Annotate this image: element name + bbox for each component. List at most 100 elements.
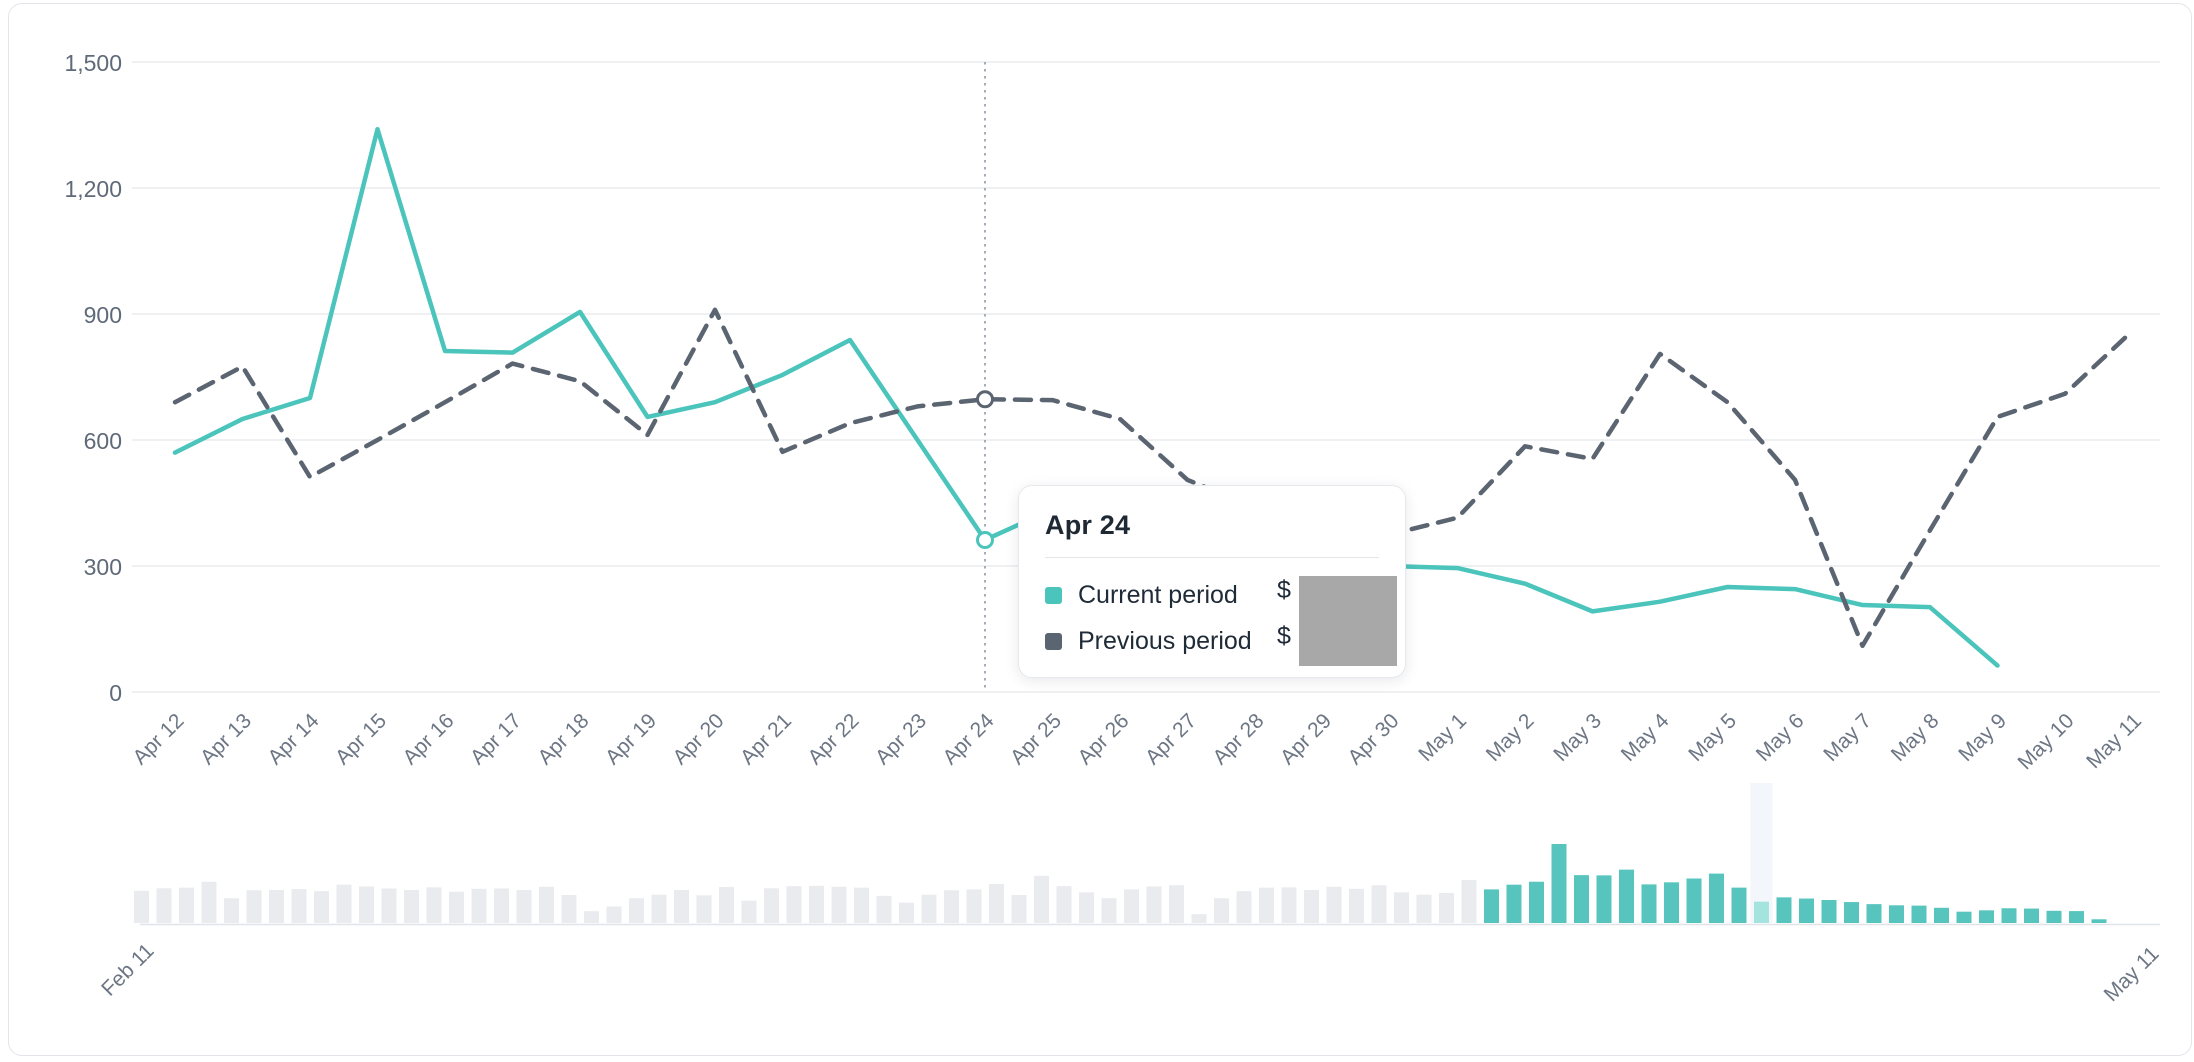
navigator-bar-outside-range[interactable]: [1079, 892, 1094, 923]
navigator-bar-outside-range[interactable]: [134, 890, 149, 923]
navigator-bar-outside-range[interactable]: [1461, 879, 1477, 923]
navigator-bar-outside-range[interactable]: [1281, 887, 1297, 923]
navigator-bar-outside-range[interactable]: [404, 889, 419, 923]
y-axis-label: 1,500: [64, 50, 122, 76]
navigator-bar-outside-range[interactable]: [156, 888, 172, 923]
navigator-bar-outside-range[interactable]: [876, 895, 892, 923]
navigator-bar-outside-range[interactable]: [1371, 885, 1387, 923]
x-axis-label: May 11: [2082, 709, 2146, 773]
navigator-bar-outside-range[interactable]: [1326, 886, 1342, 923]
navigator-bar-outside-range[interactable]: [1101, 898, 1117, 923]
navigator-bar-outside-range[interactable]: [1304, 889, 1319, 923]
navigator-bar-highlighted[interactable]: [1754, 901, 1769, 923]
navigator-bar-outside-range[interactable]: [179, 887, 194, 923]
navigator-bar-in-range[interactable]: [1731, 887, 1747, 923]
navigator-bar-outside-range[interactable]: [1349, 888, 1364, 923]
x-axis-label: Apr 26: [1074, 709, 1134, 769]
navigator-bar-outside-range[interactable]: [1236, 891, 1252, 923]
navigator-bar-in-range[interactable]: [1911, 905, 1927, 923]
navigator-bar-in-range[interactable]: [1641, 884, 1657, 923]
navigator-bar-outside-range[interactable]: [921, 894, 937, 923]
navigator-bar-outside-range[interactable]: [966, 889, 982, 923]
navigator-bar-outside-range[interactable]: [764, 888, 779, 923]
navigator-bar-in-range[interactable]: [1506, 884, 1522, 923]
navigator-bar-outside-range[interactable]: [381, 888, 397, 923]
navigator-bar-outside-range[interactable]: [336, 884, 352, 923]
navigator-bar-outside-range[interactable]: [201, 881, 217, 923]
navigator-bar-outside-range[interactable]: [1214, 898, 1229, 923]
x-axis-label: Apr 21: [736, 709, 796, 769]
navigator-bar-in-range[interactable]: [2001, 908, 2017, 923]
navigator-bar-in-range[interactable]: [1866, 904, 1882, 923]
navigator-bar-outside-range[interactable]: [1439, 892, 1454, 923]
navigator-bar-in-range[interactable]: [1821, 900, 1837, 923]
navigator-bar-outside-range[interactable]: [224, 898, 239, 923]
x-axis-label: Apr 22: [804, 709, 864, 769]
navigator-bar-outside-range[interactable]: [1034, 875, 1049, 923]
navigator-bar-outside-range[interactable]: [539, 886, 554, 923]
navigator-bar-outside-range[interactable]: [471, 888, 487, 923]
navigator-bar-in-range[interactable]: [1686, 878, 1702, 923]
navigator-bar-outside-range[interactable]: [1124, 889, 1139, 923]
navigator-bar-in-range[interactable]: [2024, 908, 2039, 923]
navigator-bar-outside-range[interactable]: [1169, 885, 1184, 923]
navigator-bar-outside-range[interactable]: [854, 887, 869, 923]
navigator-bar-outside-range[interactable]: [1056, 886, 1072, 923]
navigator-bar-in-range[interactable]: [1529, 881, 1544, 923]
navigator-bar-in-range[interactable]: [1889, 905, 1904, 923]
navigator-bar-outside-range[interactable]: [1416, 894, 1432, 923]
navigator-bar-outside-range[interactable]: [719, 887, 734, 923]
navigator-bar-outside-range[interactable]: [696, 895, 712, 923]
navigator-bar-outside-range[interactable]: [606, 906, 622, 923]
navigator-bar-outside-range[interactable]: [314, 891, 329, 923]
navigator-bar-in-range[interactable]: [1956, 911, 1972, 923]
navigator-bar-outside-range[interactable]: [269, 889, 284, 923]
navigator-bar-outside-range[interactable]: [674, 889, 689, 923]
navigator-bar-outside-range[interactable]: [449, 891, 464, 923]
navigator-bar-in-range[interactable]: [1934, 907, 1949, 923]
navigator-bar-in-range[interactable]: [1799, 898, 1814, 923]
navigator-bar-outside-range[interactable]: [1394, 892, 1409, 923]
x-axis-label: Apr 19: [601, 709, 661, 769]
navigator-bar-outside-range[interactable]: [786, 886, 802, 923]
navigator-bar-outside-range[interactable]: [809, 885, 824, 923]
navigator-bar-outside-range[interactable]: [1191, 914, 1207, 923]
current-period-swatch-icon: [1045, 586, 1062, 604]
navigator-bar-outside-range[interactable]: [944, 890, 959, 923]
navigator-bar-outside-range[interactable]: [561, 894, 577, 923]
navigator-bar-outside-range[interactable]: [989, 884, 1004, 923]
navigator-end-label: May 11: [2100, 942, 2164, 1006]
navigator-bar-in-range[interactable]: [2069, 911, 2084, 923]
navigator-bar-in-range[interactable]: [1844, 902, 1859, 923]
navigator-bar-in-range[interactable]: [1574, 875, 1589, 923]
x-axis-label: Apr 12: [129, 709, 189, 769]
navigator-bar-outside-range[interactable]: [584, 911, 599, 923]
navigator-bar-outside-range[interactable]: [1011, 894, 1027, 923]
navigator-bar-outside-range[interactable]: [359, 886, 374, 923]
navigator-bar-outside-range[interactable]: [426, 887, 442, 923]
navigator-bar-in-range[interactable]: [1664, 882, 1679, 923]
navigator-bar-outside-range[interactable]: [494, 888, 509, 923]
navigator-bar-in-range[interactable]: [1484, 889, 1499, 923]
navigator-bar-in-range[interactable]: [1551, 844, 1567, 923]
navigator-bar-in-range[interactable]: [1596, 875, 1612, 923]
navigator-bar-outside-range[interactable]: [831, 886, 847, 923]
navigator-bar-in-range[interactable]: [2046, 910, 2062, 923]
navigator-bar-in-range[interactable]: [1979, 910, 1994, 923]
navigator-bar-in-range[interactable]: [1619, 869, 1634, 923]
navigator-bar-outside-range[interactable]: [1146, 886, 1162, 923]
navigator-bar-in-range[interactable]: [1709, 873, 1724, 923]
navigator-bar-outside-range[interactable]: [651, 894, 667, 923]
redacted-value-overlay: [1299, 576, 1397, 666]
navigator-bar-outside-range[interactable]: [516, 889, 532, 923]
navigator-bar-outside-range[interactable]: [291, 889, 307, 923]
navigator-bar-outside-range[interactable]: [629, 898, 644, 923]
navigator-bar-outside-range[interactable]: [741, 900, 757, 923]
navigator-bar-in-range[interactable]: [2091, 919, 2107, 923]
navigator-bar-in-range[interactable]: [1776, 897, 1792, 923]
navigator-bar-outside-range[interactable]: [246, 890, 262, 923]
navigator-bar-outside-range[interactable]: [899, 902, 914, 923]
navigator-bar-outside-range[interactable]: [1259, 887, 1274, 923]
